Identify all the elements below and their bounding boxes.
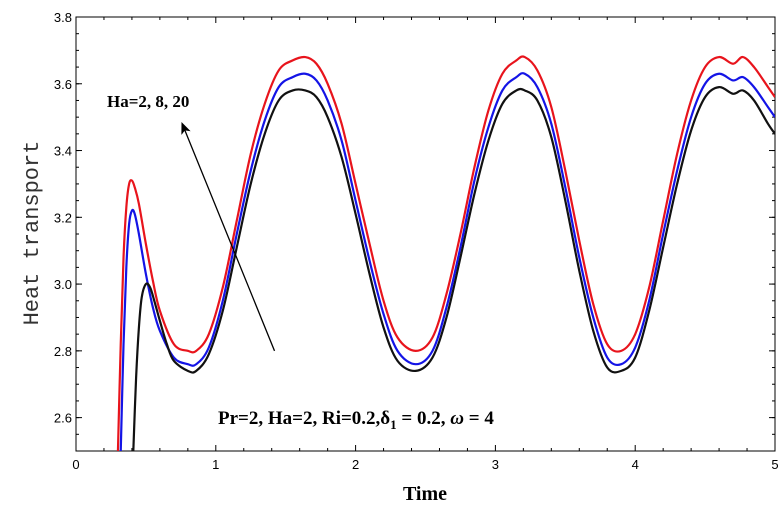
arrow-label: Ha=2, 8, 20 bbox=[107, 92, 189, 111]
x-tick-label: 5 bbox=[771, 457, 778, 472]
y-tick-label: 2.8 bbox=[54, 344, 72, 359]
x-tick-label: 0 bbox=[72, 457, 79, 472]
series-line-2 bbox=[119, 72, 775, 451]
parameters-subscript: 1 bbox=[390, 417, 397, 432]
series-line-3 bbox=[132, 86, 775, 451]
y-tick-label: 3.2 bbox=[54, 210, 72, 225]
parameters-omega: ω bbox=[450, 408, 464, 429]
x-tick-label: 4 bbox=[632, 457, 639, 472]
parameters-label: Pr=2, Ha=2, Ri=0.2,δ1 = 0.2, ω = 4 bbox=[218, 408, 494, 432]
x-axis-title: Time bbox=[403, 483, 447, 505]
series-layer bbox=[116, 55, 775, 451]
y-tick-label: 3.4 bbox=[54, 144, 72, 159]
x-tick-label: 2 bbox=[352, 457, 359, 472]
x-tick-label: 3 bbox=[492, 457, 499, 472]
y-tick-label: 3.6 bbox=[54, 77, 72, 92]
parameters-tail: = 0.2, bbox=[397, 408, 451, 429]
y-axis-title: Heat transport bbox=[20, 141, 45, 326]
plot-frame bbox=[75, 16, 776, 452]
x-tick-label: 1 bbox=[212, 457, 219, 472]
series-line-1 bbox=[116, 55, 775, 451]
y-tick-label: 2.6 bbox=[54, 411, 72, 426]
annotation-arrow bbox=[181, 121, 276, 352]
y-axis: 2.6 2.8 3.0 3.2 3.4 3.6 3.8 bbox=[54, 10, 775, 452]
parameters-text: Pr=2, Ha=2, Ri=0.2,δ bbox=[218, 408, 390, 429]
x-axis: 0 1 2 3 4 5 bbox=[72, 17, 778, 472]
parameters-end: = 4 bbox=[464, 408, 494, 429]
y-tick-label: 3.0 bbox=[54, 277, 72, 292]
y-tick-label: 3.8 bbox=[54, 10, 72, 25]
